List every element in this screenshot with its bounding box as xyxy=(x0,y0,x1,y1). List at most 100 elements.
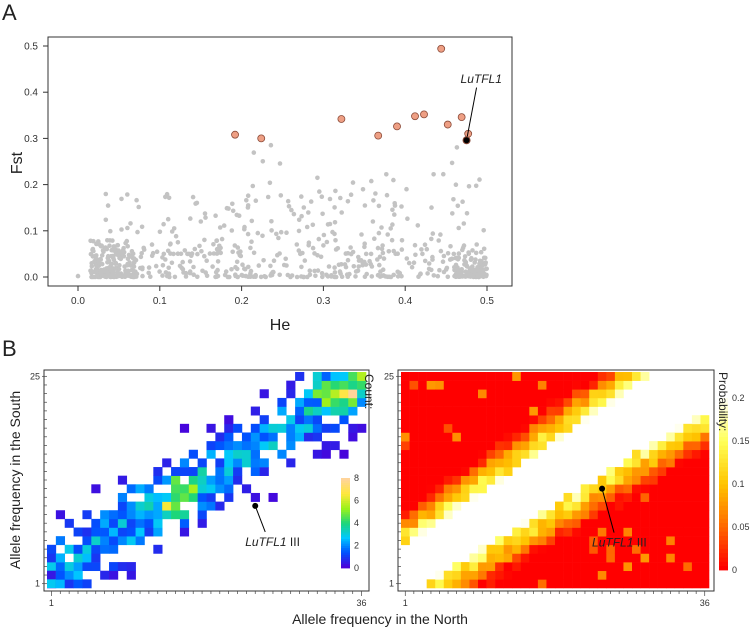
count-cell xyxy=(259,389,269,399)
probability-cell xyxy=(657,510,667,520)
background-point xyxy=(306,210,311,215)
count-cell xyxy=(126,527,136,537)
probability-cell xyxy=(452,380,462,390)
background-point xyxy=(318,254,324,260)
colorbar-segment xyxy=(341,523,350,526)
probability-cell xyxy=(606,380,616,390)
background-point xyxy=(110,238,115,243)
probability-heatmap-cells xyxy=(401,372,710,589)
probability-cell xyxy=(700,432,710,442)
probability-cell xyxy=(623,527,633,537)
background-point xyxy=(333,238,338,243)
colorbar-segment xyxy=(719,552,728,558)
background-point xyxy=(332,231,337,237)
background-point xyxy=(481,270,486,276)
probability-cell xyxy=(674,449,684,459)
probability-cell xyxy=(572,536,581,546)
probability-cell xyxy=(632,475,641,485)
probability-cell xyxy=(572,570,581,580)
probability-cell xyxy=(683,501,693,511)
background-point xyxy=(320,211,325,217)
probability-cell xyxy=(546,372,556,381)
probability-cell xyxy=(546,518,556,528)
probability-cell xyxy=(460,441,470,451)
probability-cell xyxy=(563,397,573,407)
probability-cell xyxy=(597,501,607,511)
colorbar-segment xyxy=(341,478,350,481)
background-point xyxy=(199,249,204,254)
count-cell xyxy=(64,544,74,554)
probability-cell xyxy=(486,423,496,433)
probability-cell xyxy=(674,423,684,433)
background-point xyxy=(441,171,446,177)
probability-cell xyxy=(589,527,599,537)
background-point xyxy=(378,269,383,274)
probability-cell xyxy=(700,449,710,459)
probability-cell xyxy=(529,380,539,390)
count-cell xyxy=(179,467,190,476)
background-point xyxy=(483,266,489,272)
probability-cell xyxy=(657,492,667,502)
probability-cell xyxy=(469,475,479,485)
count-cell xyxy=(179,510,190,520)
probability-cell xyxy=(606,579,616,589)
background-point xyxy=(235,245,241,250)
probability-cell xyxy=(623,501,633,511)
background-point xyxy=(105,260,110,265)
probability-cell xyxy=(520,415,530,425)
background-point xyxy=(250,183,256,189)
probability-cell xyxy=(632,544,641,554)
probability-cell xyxy=(537,562,547,572)
background-point xyxy=(481,255,487,261)
probability-cell xyxy=(418,423,427,433)
probability-cell xyxy=(666,467,676,476)
probability-cell xyxy=(512,423,522,433)
count-cell xyxy=(268,432,278,442)
probability-cell xyxy=(614,536,624,546)
probability-cell xyxy=(520,397,530,407)
probability-cell xyxy=(674,553,684,563)
probability-cell xyxy=(580,518,590,528)
probability-cell xyxy=(555,406,564,416)
probability-cell xyxy=(418,518,427,528)
background-point xyxy=(256,263,262,268)
background-point xyxy=(98,256,103,262)
probability-cell xyxy=(700,510,710,520)
count-heatmap-cells xyxy=(47,372,367,589)
probability-cell xyxy=(623,484,633,494)
probability-cell xyxy=(478,372,487,381)
background-point xyxy=(356,254,361,260)
background-point xyxy=(140,266,145,272)
background-point xyxy=(92,258,97,264)
colorbar-segment xyxy=(341,565,350,569)
probability-cell xyxy=(640,484,650,494)
count-cell xyxy=(91,536,101,546)
background-point xyxy=(296,228,302,234)
panel-a-ticks: 0.0 0.1 0.2 0.3 0.4 0.5 0.0 0.1 0.2 0.3 0.4 0.5 xyxy=(24,42,494,308)
background-point xyxy=(191,272,196,278)
colorbar-tick-label: 6 xyxy=(354,496,359,506)
probability-cell xyxy=(435,467,445,476)
probability-cell xyxy=(452,389,462,399)
probability-cell xyxy=(589,510,599,520)
probability-cell xyxy=(555,423,564,433)
background-point xyxy=(269,271,274,277)
probability-cell xyxy=(632,527,641,537)
probability-cell xyxy=(700,544,710,554)
probability-cell xyxy=(691,579,701,589)
a-y-tick-label: 0.3 xyxy=(24,134,38,145)
probability-cell xyxy=(606,389,616,399)
background-point xyxy=(175,240,181,245)
probability-cell xyxy=(666,432,676,442)
count-cell xyxy=(135,527,145,537)
background-point xyxy=(475,265,480,270)
probability-cell xyxy=(572,544,581,554)
probability-cell xyxy=(546,579,556,589)
probability-cell xyxy=(580,544,590,554)
background-point xyxy=(183,270,189,276)
probability-cell xyxy=(572,389,581,399)
count-cell xyxy=(330,397,340,407)
background-point xyxy=(457,272,463,278)
colorbar-segment xyxy=(341,518,350,522)
background-point xyxy=(404,186,409,192)
